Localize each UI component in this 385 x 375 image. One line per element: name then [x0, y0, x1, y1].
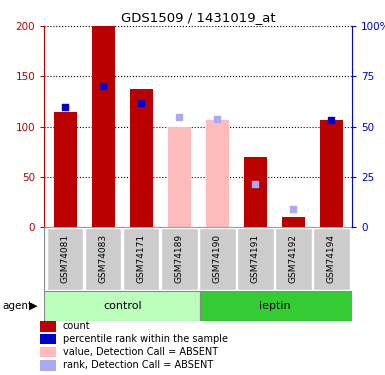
Text: GSM74194: GSM74194 — [327, 234, 336, 283]
Bar — [200, 291, 352, 321]
Point — [100, 84, 106, 90]
Text: agent: agent — [2, 301, 32, 310]
Bar — [47, 228, 84, 290]
Text: GSM74190: GSM74190 — [213, 234, 222, 284]
Bar — [40, 347, 55, 357]
Bar — [206, 120, 229, 227]
Point — [290, 206, 296, 212]
Point — [214, 116, 220, 122]
Bar — [123, 228, 159, 290]
Text: ▶: ▶ — [29, 301, 37, 310]
Text: GSM74171: GSM74171 — [137, 234, 146, 284]
Text: rank, Detection Call = ABSENT: rank, Detection Call = ABSENT — [63, 360, 213, 370]
Bar — [40, 360, 55, 370]
Text: count: count — [63, 321, 90, 332]
Bar — [282, 217, 305, 227]
Bar — [244, 157, 267, 227]
Bar — [282, 217, 305, 227]
Point — [176, 114, 182, 120]
Text: percentile rank within the sample: percentile rank within the sample — [63, 334, 228, 344]
Point — [328, 117, 335, 123]
Title: GDS1509 / 1431019_at: GDS1509 / 1431019_at — [121, 11, 276, 24]
Bar — [161, 228, 198, 290]
Text: leptin: leptin — [258, 301, 290, 310]
Bar — [237, 228, 274, 290]
Text: GSM74189: GSM74189 — [175, 234, 184, 284]
Bar — [313, 228, 350, 290]
Bar — [320, 120, 343, 227]
Bar — [54, 111, 77, 227]
Text: control: control — [103, 301, 142, 310]
Text: GSM74083: GSM74083 — [99, 234, 108, 284]
Bar — [85, 228, 121, 290]
Bar — [40, 321, 55, 332]
Bar — [168, 127, 191, 227]
Bar — [275, 228, 311, 290]
Bar — [44, 291, 200, 321]
Point — [138, 100, 144, 106]
Text: GSM74191: GSM74191 — [251, 234, 260, 284]
Text: GSM74081: GSM74081 — [61, 234, 70, 284]
Bar — [199, 228, 236, 290]
Point — [62, 104, 68, 110]
Text: value, Detection Call = ABSENT: value, Detection Call = ABSENT — [63, 347, 218, 357]
Point — [252, 181, 258, 187]
Bar — [130, 90, 152, 227]
Bar — [244, 157, 267, 227]
Bar — [92, 26, 115, 227]
Text: GSM74192: GSM74192 — [289, 234, 298, 283]
Bar — [40, 334, 55, 344]
